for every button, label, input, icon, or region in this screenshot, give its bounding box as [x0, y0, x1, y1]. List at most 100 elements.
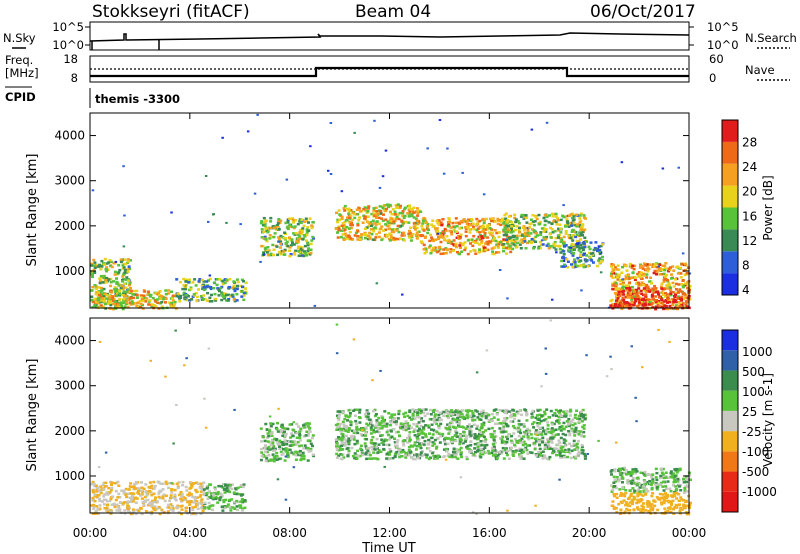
velocity-echo-cell [306, 434, 310, 437]
velocity-echo-cell [364, 451, 368, 454]
power-echo-cell [500, 218, 504, 221]
power-echo-cell [100, 299, 104, 302]
power-echo-cell [307, 247, 310, 250]
power-echo-cell [209, 285, 212, 289]
velocity-echo-cell [100, 488, 104, 491]
power-echo-cell [289, 244, 293, 247]
power-echo-cell [242, 280, 245, 283]
power-echo-cell [636, 297, 640, 301]
power-echo-cell [368, 222, 372, 225]
velocity-echo-cell [305, 430, 309, 433]
power-echo-cell [358, 216, 361, 219]
power-scatter-point [378, 186, 382, 189]
power-echo-cell [640, 281, 644, 284]
power-echo-cell [123, 282, 127, 286]
power-echo-cell [390, 221, 393, 225]
velocity-echo-cell [126, 509, 130, 512]
power-echo-cell [610, 265, 613, 268]
power-echo-cell [471, 222, 475, 225]
power-echo-cell [206, 291, 210, 295]
power-echo-cell [625, 287, 629, 290]
velocity-echo-cell [233, 501, 237, 504]
power-echo-cell [545, 215, 549, 219]
power-scatter-point [327, 169, 330, 172]
velocity-echo-cell [546, 443, 550, 446]
velocity-echo-cell [544, 429, 548, 432]
power-echo-cell [438, 235, 442, 239]
power-echo-cell [664, 275, 667, 278]
power-echo-cell [531, 228, 534, 231]
velocity-echo-cell [555, 453, 559, 457]
power-echo-cell [582, 216, 586, 219]
velocity-echo-cell [458, 412, 462, 415]
power-echo-cell [337, 209, 341, 212]
velocity-echo-cell [221, 509, 225, 512]
power-echo-cell [576, 223, 580, 226]
velocity-echo-cell [335, 428, 339, 431]
power-echo-cell [130, 300, 134, 303]
velocity-echo-cell [147, 485, 151, 489]
velocity-echo-cell [117, 505, 121, 508]
velocity-echo-cell [296, 440, 300, 444]
velocity-echo-cell [380, 438, 384, 441]
noise-panel-frame [89, 21, 690, 51]
power-echo-cell [198, 278, 202, 281]
power-echo-cell [202, 280, 206, 283]
velocity-echo-cell [562, 427, 566, 431]
power-echo-cell [518, 226, 521, 230]
power-echo-cell [412, 225, 416, 228]
power-echo-cell [455, 236, 459, 239]
power-echo-cell [282, 237, 286, 240]
velocity-echo-cell [180, 512, 183, 516]
power-echo-cell [366, 207, 370, 210]
velocity-echo-cell [174, 499, 178, 502]
velocity-echo-cell [447, 413, 451, 417]
power-echo-cell [577, 234, 581, 238]
power-echo-cell [122, 290, 126, 293]
velocity-echo-cell [512, 432, 516, 435]
velocity-echo-cell [334, 423, 338, 427]
velocity-echo-cell [522, 440, 526, 443]
velocity-echo-cell [560, 414, 563, 418]
power-scatter-point [207, 220, 210, 223]
velocity-echo-cell [260, 440, 264, 443]
velocity-echo-cell [416, 455, 419, 458]
velocity-echo-cell [444, 447, 448, 451]
velocity-echo-cell [226, 484, 230, 487]
velocity-echo-cell [124, 493, 128, 496]
velocity-echo-cell [518, 447, 522, 450]
power-echo-cell [626, 285, 629, 288]
velocity-echo-cell [643, 474, 647, 477]
velocity-echo-cell [683, 477, 687, 481]
velocity-echo-cell [386, 429, 390, 432]
velocity-echo-cell [654, 467, 658, 471]
power-echo-cell [528, 226, 532, 229]
velocity-echo-cell [525, 448, 529, 452]
velocity-echo-cell [374, 413, 378, 416]
power-echo-cell [264, 227, 268, 231]
power-scatter-point [246, 130, 250, 133]
velocity-echo-cell [337, 445, 341, 448]
power-echo-cell [672, 285, 676, 288]
power-echo-cell [450, 233, 454, 236]
power-echo-cell [202, 294, 206, 297]
power-echo-cell [374, 223, 378, 226]
power-echo-cell [124, 294, 128, 298]
velocity-echo-cell [159, 482, 163, 485]
power-echo-cell [309, 251, 313, 255]
power-echo-cell [292, 243, 296, 246]
power-scatter-point [661, 167, 665, 170]
power-echo-cell [177, 294, 181, 297]
power-echo-cell [638, 274, 642, 277]
velocity-echo-cell [237, 500, 240, 504]
velocity-echo-cell [582, 430, 586, 434]
velocity-echo-cell [271, 453, 275, 456]
velocity-echo-cell [355, 453, 358, 457]
power-echo-cell [626, 293, 630, 296]
power-echo-cell [503, 226, 507, 229]
power-echo-cell [648, 290, 652, 293]
velocity-echo-cell [340, 442, 344, 445]
velocity-echo-cell [262, 455, 266, 458]
velocity-echo-cell [123, 509, 127, 512]
velocity-echo-cell [519, 457, 523, 460]
